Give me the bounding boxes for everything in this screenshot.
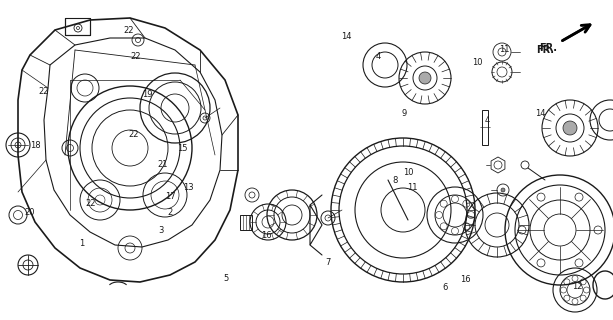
Text: 15: 15 bbox=[177, 144, 188, 153]
Text: 9: 9 bbox=[402, 109, 407, 118]
Text: 4: 4 bbox=[376, 52, 381, 60]
Text: 22: 22 bbox=[85, 199, 96, 208]
Text: 5: 5 bbox=[223, 274, 228, 283]
Circle shape bbox=[419, 72, 431, 84]
Circle shape bbox=[501, 188, 505, 192]
Text: 13: 13 bbox=[183, 183, 194, 192]
Text: 20: 20 bbox=[24, 208, 35, 217]
Text: 12: 12 bbox=[572, 282, 583, 291]
Text: 11: 11 bbox=[406, 183, 417, 192]
Text: 22: 22 bbox=[131, 52, 142, 60]
Text: 17: 17 bbox=[165, 192, 176, 201]
Text: 14: 14 bbox=[535, 109, 546, 118]
Text: 22: 22 bbox=[123, 26, 134, 35]
Text: 2: 2 bbox=[168, 208, 173, 217]
Text: 3: 3 bbox=[158, 226, 163, 235]
Text: 8: 8 bbox=[392, 176, 397, 185]
Text: 7: 7 bbox=[326, 258, 330, 267]
Text: 4: 4 bbox=[485, 116, 490, 124]
Text: 16: 16 bbox=[261, 231, 272, 240]
Text: 18: 18 bbox=[30, 141, 41, 150]
Text: 22: 22 bbox=[39, 87, 50, 96]
Text: 6: 6 bbox=[443, 284, 447, 292]
Text: 11: 11 bbox=[498, 45, 509, 54]
Text: 14: 14 bbox=[341, 32, 352, 41]
Text: 1: 1 bbox=[79, 239, 84, 248]
Text: 16: 16 bbox=[460, 276, 471, 284]
Text: 10: 10 bbox=[471, 58, 482, 67]
Text: 10: 10 bbox=[403, 168, 414, 177]
Text: 21: 21 bbox=[157, 160, 168, 169]
Text: 22: 22 bbox=[128, 130, 139, 139]
Text: FR.: FR. bbox=[536, 45, 554, 55]
Text: FR.: FR. bbox=[539, 43, 557, 53]
Circle shape bbox=[563, 121, 577, 135]
Text: 19: 19 bbox=[142, 90, 153, 99]
